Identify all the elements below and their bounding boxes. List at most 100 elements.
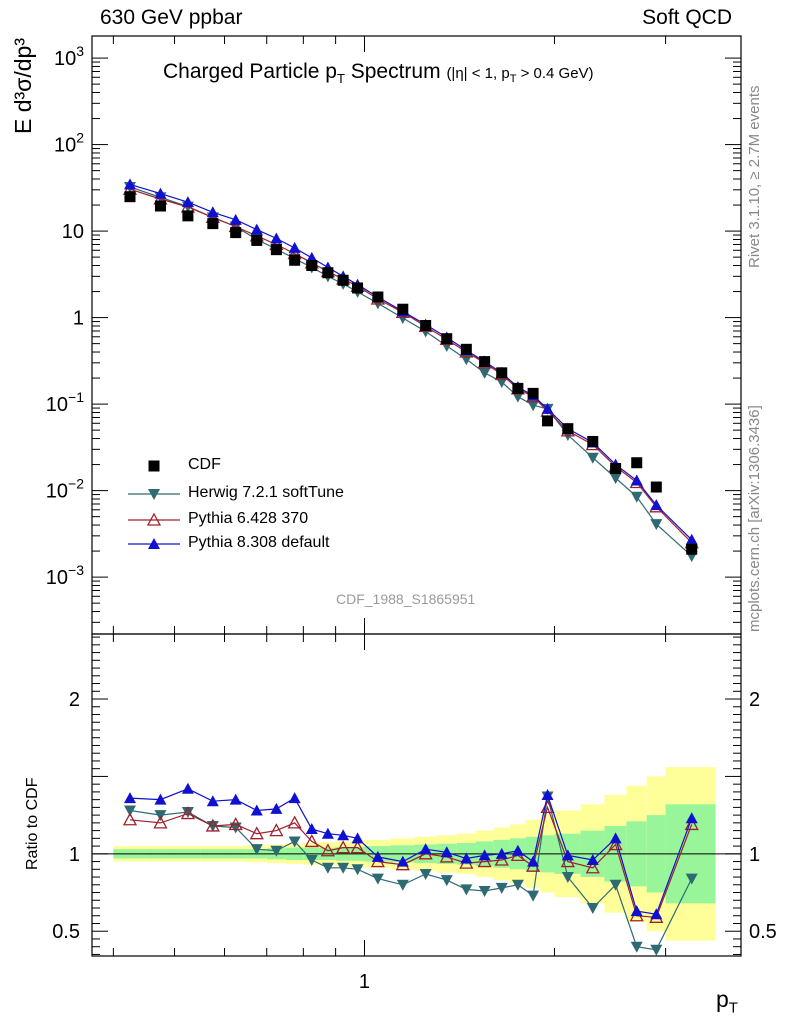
main-point [124, 191, 136, 203]
ratio-point [351, 832, 364, 844]
ratio-point [320, 843, 335, 857]
main-point [685, 533, 698, 545]
x-axis-label: pT [716, 986, 738, 1017]
main-point [609, 472, 622, 484]
tick-exponent: −1 [68, 389, 84, 405]
main-point [479, 356, 491, 368]
main-point [420, 320, 432, 332]
main-point [207, 218, 219, 230]
main-point [123, 178, 136, 190]
ratio-point [685, 873, 698, 885]
ratio-point [608, 837, 623, 851]
legend-key-marker [148, 489, 160, 500]
ratio-plot-frame [91, 633, 742, 957]
ratio-point [371, 850, 384, 862]
ratio-point [585, 860, 600, 874]
ratio-point [561, 872, 574, 884]
tick-base: 10 [54, 48, 76, 70]
main-point [542, 415, 554, 427]
tick-base: 10 [46, 567, 68, 589]
ratio-y-axis-ticks: 2 2 1 1 0.5 0.5 [52, 636, 777, 955]
main-point [512, 382, 524, 394]
main-point [527, 387, 539, 399]
legend-key-marker [148, 460, 160, 472]
ratio-tick-label-right: 1 [749, 844, 760, 866]
chart-title-tail: Spectrum [344, 60, 441, 83]
ratio-point [181, 807, 194, 819]
ratio-point [477, 854, 492, 868]
main-series-line [129, 186, 693, 557]
ratio-point [511, 879, 524, 891]
ratio-point [336, 840, 351, 854]
main-point [397, 303, 409, 315]
ratio-point [396, 879, 409, 891]
main-series-pythia-6-428-370 [122, 181, 699, 549]
ratio-point [305, 823, 318, 835]
main-point [587, 435, 599, 447]
legend-label: CDF [188, 456, 221, 473]
tick-exponent: 2 [76, 130, 84, 146]
energy-label: 630 GeV ppbar [100, 6, 243, 29]
tick-exponent: 3 [76, 43, 84, 59]
main-point [251, 234, 263, 246]
ratio-tick-label-right: 2 [749, 689, 760, 711]
chart-title-cuts: (|η| < 1, pT > 0.4 GeV) [446, 65, 593, 85]
category-label: Soft QCD [642, 6, 732, 29]
ratio-point [229, 793, 242, 805]
cuts-sub: T [509, 73, 517, 85]
main-series-herwig-7-2-1-softtune [123, 182, 698, 563]
analysis-label: CDF_1988_S1865951 [336, 591, 476, 607]
main-point [650, 519, 663, 531]
ratio-point [321, 827, 334, 839]
ratio-point [650, 944, 663, 956]
ratio-point [511, 844, 524, 856]
ratio-point [205, 818, 220, 832]
ratio-point [560, 854, 575, 868]
ratio-point [586, 854, 599, 866]
main-point [182, 210, 194, 222]
chart-title: Charged Particle pT Spectrum (|η| < 1, p… [163, 60, 594, 86]
chart-title-sub: T [336, 71, 345, 87]
main-series-pythia-8-308-default [123, 178, 698, 545]
main-point [610, 463, 622, 475]
ratio-point [250, 804, 263, 816]
main-point [206, 206, 219, 218]
main-point [352, 282, 364, 294]
ratio-point [321, 862, 334, 874]
ratio-point [270, 845, 283, 857]
ratio-series-pythia-8-308-default [123, 782, 698, 920]
ratio-point [586, 903, 599, 915]
ratio-point [350, 840, 365, 854]
x-axis-ticks: 1 [112, 36, 667, 993]
main-point [288, 241, 301, 253]
ratio-point [180, 806, 195, 820]
ratio-point [478, 849, 491, 861]
main-point [586, 452, 599, 464]
ratio-point [123, 805, 136, 817]
main-plot-frame [91, 35, 742, 635]
legend-key-marker [148, 538, 160, 549]
ratio-point [228, 817, 243, 831]
main-point [230, 227, 242, 239]
x-tick-label: 1 [359, 971, 370, 993]
main-point [441, 333, 453, 345]
main-point [562, 423, 574, 435]
ratio-point [337, 829, 350, 841]
ratio-point [371, 873, 384, 885]
ratio-point [440, 846, 453, 858]
x-axis-label-main: p [716, 986, 729, 1012]
ratio-series-line [129, 788, 693, 915]
ratio-point [305, 855, 318, 867]
ratio-point [460, 852, 473, 864]
main-point [496, 367, 508, 379]
ratio-point [495, 882, 508, 894]
main-point [270, 244, 282, 256]
ratio-point [351, 864, 364, 876]
ratio-point [181, 782, 194, 794]
ratio-point [288, 836, 301, 848]
cuts-part-a: (|η| < 1, p [446, 65, 510, 82]
main-y-tick-label: 10−2 [46, 476, 84, 503]
ratio-point [684, 817, 699, 831]
ratio-series-line [129, 805, 693, 918]
main-point [650, 499, 663, 511]
